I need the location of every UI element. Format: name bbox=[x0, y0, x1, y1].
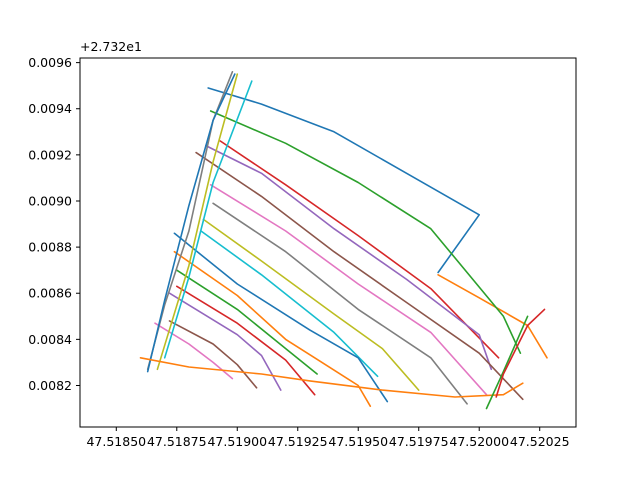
series-line-21 bbox=[146, 73, 236, 373]
x-tick-label: 47.51875 bbox=[147, 434, 207, 449]
y-tick-label: 0.0090 bbox=[28, 193, 72, 208]
series-line-14 bbox=[176, 285, 316, 396]
series-line-19 bbox=[156, 73, 239, 371]
x-tick-label: 47.52000 bbox=[449, 434, 509, 449]
series-line-2 bbox=[437, 273, 548, 359]
series-line-3 bbox=[209, 110, 522, 355]
y-tick-label: 0.0084 bbox=[28, 332, 72, 347]
x-tick-label: 47.51900 bbox=[207, 434, 267, 449]
series-line-15 bbox=[168, 292, 282, 391]
series-line-24 bbox=[495, 308, 546, 398]
series-line-5 bbox=[205, 144, 493, 371]
y-offset-label: +2.732e1 bbox=[80, 39, 142, 54]
y-axis: 0.0082 0.0084 0.0086 0.0088 0.0090 0.0092 0.00… bbox=[28, 55, 80, 393]
x-axis: 47.51850 47.51875 47.51900 47.51925 47.51950… bbox=[86, 427, 570, 449]
axes-frame bbox=[79, 57, 577, 428]
x-tick-label: 47.52025 bbox=[510, 434, 570, 449]
series-line-6 bbox=[195, 151, 524, 401]
y-tick-label: 0.0092 bbox=[28, 147, 72, 162]
series-line-9 bbox=[202, 218, 420, 391]
plot-lines bbox=[139, 71, 548, 410]
series-line-7 bbox=[209, 184, 488, 396]
series-line-1 bbox=[207, 87, 481, 274]
series-line-4 bbox=[219, 140, 500, 359]
series-line-22 bbox=[139, 356, 524, 398]
y-tick-label: 0.0096 bbox=[28, 55, 72, 70]
y-tick-label: 0.0088 bbox=[28, 240, 72, 255]
series-line-20 bbox=[163, 80, 253, 359]
series-line-10 bbox=[200, 230, 379, 378]
series-line-12 bbox=[173, 250, 372, 408]
series-line-11 bbox=[173, 232, 389, 403]
y-tick-label: 0.0086 bbox=[28, 286, 72, 301]
series-line-8 bbox=[212, 202, 468, 405]
x-tick-label: 47.51950 bbox=[328, 434, 388, 449]
series-line-16 bbox=[168, 320, 258, 389]
x-tick-label: 47.51925 bbox=[268, 434, 328, 449]
series-line-13 bbox=[176, 269, 318, 375]
series-line-23 bbox=[485, 315, 529, 410]
x-tick-label: 47.51975 bbox=[389, 434, 449, 449]
y-tick-label: 0.0094 bbox=[28, 101, 72, 116]
y-tick-label: 0.0082 bbox=[28, 378, 72, 393]
x-tick-label: 47.51850 bbox=[86, 434, 146, 449]
